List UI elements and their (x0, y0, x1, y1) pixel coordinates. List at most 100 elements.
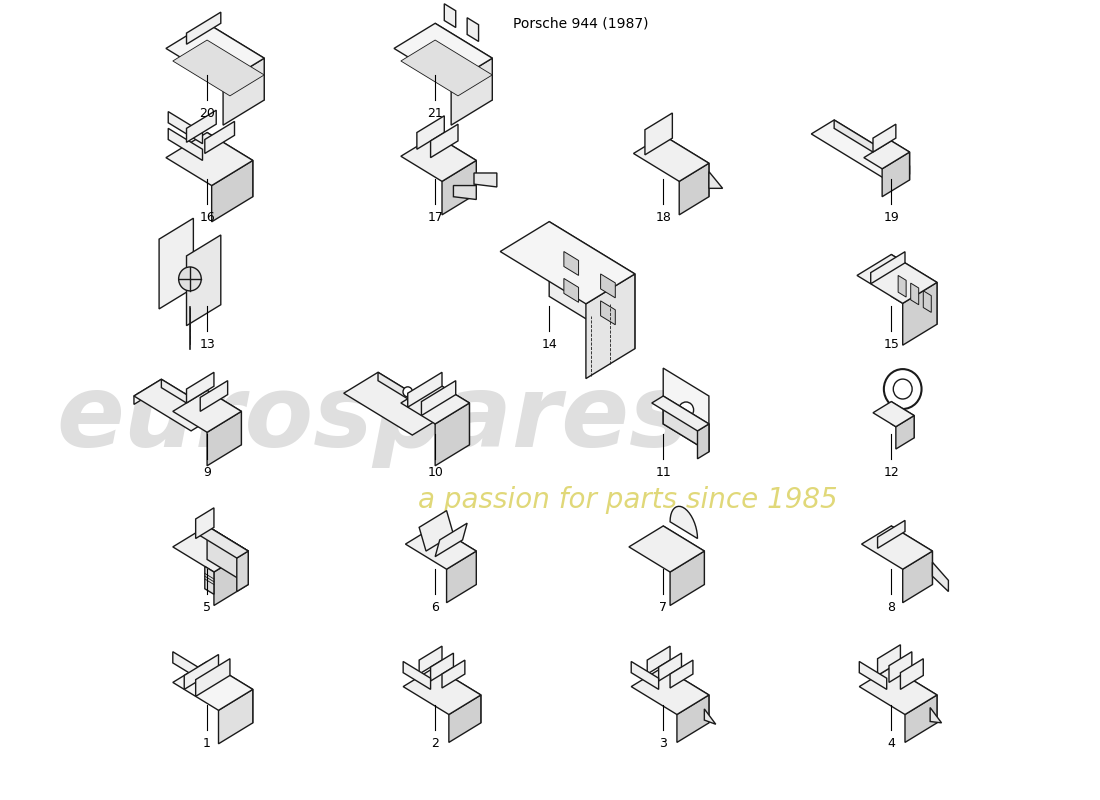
Polygon shape (663, 135, 708, 197)
Polygon shape (903, 282, 937, 345)
Polygon shape (444, 4, 455, 27)
Text: 3: 3 (659, 737, 668, 750)
Text: 10: 10 (427, 466, 443, 478)
Polygon shape (436, 523, 468, 557)
Polygon shape (889, 652, 912, 682)
Polygon shape (634, 135, 708, 182)
Polygon shape (419, 646, 442, 674)
Polygon shape (903, 551, 933, 602)
Polygon shape (859, 667, 937, 714)
Circle shape (679, 402, 694, 418)
Polygon shape (652, 396, 708, 431)
Polygon shape (895, 415, 914, 449)
Polygon shape (404, 662, 430, 690)
Polygon shape (882, 152, 910, 197)
Polygon shape (891, 526, 933, 585)
Polygon shape (430, 124, 458, 158)
Polygon shape (417, 116, 444, 150)
Text: a passion for parts since 1985: a passion for parts since 1985 (418, 486, 837, 514)
Polygon shape (873, 124, 895, 152)
Polygon shape (187, 372, 213, 403)
Polygon shape (430, 653, 453, 681)
Polygon shape (704, 709, 716, 724)
Polygon shape (631, 667, 708, 714)
Polygon shape (166, 23, 264, 83)
Text: 14: 14 (541, 338, 557, 351)
Text: 1: 1 (204, 737, 211, 750)
Polygon shape (134, 379, 219, 431)
Polygon shape (196, 508, 213, 538)
Polygon shape (173, 662, 253, 710)
Polygon shape (168, 128, 202, 161)
Polygon shape (436, 382, 470, 445)
Polygon shape (196, 658, 230, 696)
Polygon shape (196, 526, 249, 558)
Polygon shape (419, 510, 453, 551)
Polygon shape (891, 402, 914, 438)
Text: 12: 12 (883, 466, 899, 478)
Polygon shape (205, 566, 213, 594)
Polygon shape (629, 526, 704, 572)
Text: 4: 4 (888, 737, 895, 750)
Text: 19: 19 (883, 210, 899, 224)
Polygon shape (663, 667, 708, 723)
Polygon shape (205, 122, 234, 154)
Text: 16: 16 (199, 210, 214, 224)
Polygon shape (211, 161, 253, 222)
Polygon shape (404, 667, 481, 714)
Polygon shape (898, 275, 906, 297)
Polygon shape (647, 646, 670, 674)
Polygon shape (236, 551, 249, 591)
Polygon shape (670, 551, 704, 606)
Polygon shape (601, 301, 615, 325)
Polygon shape (207, 133, 253, 197)
Polygon shape (871, 252, 905, 284)
Polygon shape (631, 662, 659, 690)
Polygon shape (184, 654, 219, 690)
Polygon shape (923, 290, 932, 313)
Polygon shape (931, 707, 942, 723)
Polygon shape (468, 18, 478, 42)
Polygon shape (173, 40, 264, 96)
Polygon shape (659, 653, 682, 681)
Polygon shape (933, 562, 948, 591)
Polygon shape (697, 424, 708, 458)
Text: 15: 15 (883, 338, 899, 351)
Polygon shape (911, 283, 918, 305)
Polygon shape (601, 274, 615, 298)
Polygon shape (905, 695, 937, 742)
Polygon shape (891, 141, 910, 180)
Polygon shape (864, 141, 910, 169)
Polygon shape (162, 379, 219, 422)
Polygon shape (663, 368, 708, 452)
Polygon shape (891, 254, 937, 324)
Text: 17: 17 (427, 210, 443, 224)
Polygon shape (207, 526, 249, 585)
Polygon shape (891, 667, 937, 723)
Polygon shape (873, 402, 914, 426)
Text: 20: 20 (199, 107, 214, 120)
Polygon shape (173, 526, 249, 572)
Polygon shape (442, 660, 465, 688)
Polygon shape (436, 403, 470, 466)
Polygon shape (168, 112, 202, 144)
Polygon shape (663, 396, 708, 452)
Polygon shape (500, 222, 635, 304)
Polygon shape (451, 58, 493, 125)
Polygon shape (861, 526, 933, 570)
Text: 18: 18 (656, 210, 671, 224)
Text: Porsche 944 (1987): Porsche 944 (1987) (513, 16, 648, 30)
Polygon shape (400, 382, 470, 424)
Polygon shape (549, 222, 635, 349)
Text: 21: 21 (427, 107, 443, 120)
Polygon shape (663, 526, 704, 585)
Polygon shape (400, 135, 476, 182)
Polygon shape (859, 662, 887, 690)
Polygon shape (207, 23, 264, 100)
Polygon shape (436, 667, 481, 723)
Text: 13: 13 (199, 338, 214, 351)
Polygon shape (394, 23, 493, 83)
Polygon shape (436, 526, 476, 585)
Polygon shape (645, 113, 672, 155)
Polygon shape (679, 163, 708, 215)
